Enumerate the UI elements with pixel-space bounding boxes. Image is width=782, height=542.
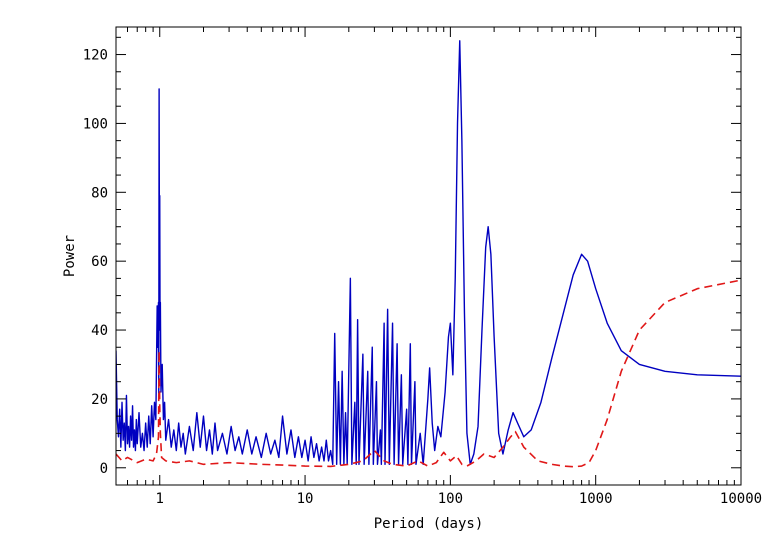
y-tick-label: 60 bbox=[91, 254, 108, 270]
plot-frame bbox=[115, 26, 742, 486]
x-tick-label: 10 bbox=[297, 491, 314, 507]
y-tick-label: 120 bbox=[83, 48, 108, 64]
y-tick-label: 20 bbox=[91, 392, 108, 408]
series-layer bbox=[116, 40, 741, 468]
ticks-layer bbox=[115, 27, 742, 485]
y-tick-label: 40 bbox=[91, 323, 108, 339]
x-tick-label: 1 bbox=[156, 491, 164, 507]
labels-layer: 1 10 100 1000 10000 0 20 40 60 80 100 120 bbox=[83, 48, 762, 507]
x-tick-label: 100 bbox=[438, 491, 463, 507]
x-tick-label: 10000 bbox=[720, 491, 762, 507]
y-tick-label: 80 bbox=[91, 185, 108, 201]
x-tick-label: 1000 bbox=[579, 491, 613, 507]
x-axis-label: Period (days) bbox=[374, 516, 484, 532]
y-tick-label: 100 bbox=[83, 116, 108, 132]
y-axis-label: Power bbox=[62, 235, 78, 277]
y-tick-label: 0 bbox=[100, 461, 108, 477]
series-line-2 bbox=[116, 279, 741, 468]
series-line-1 bbox=[116, 40, 741, 466]
